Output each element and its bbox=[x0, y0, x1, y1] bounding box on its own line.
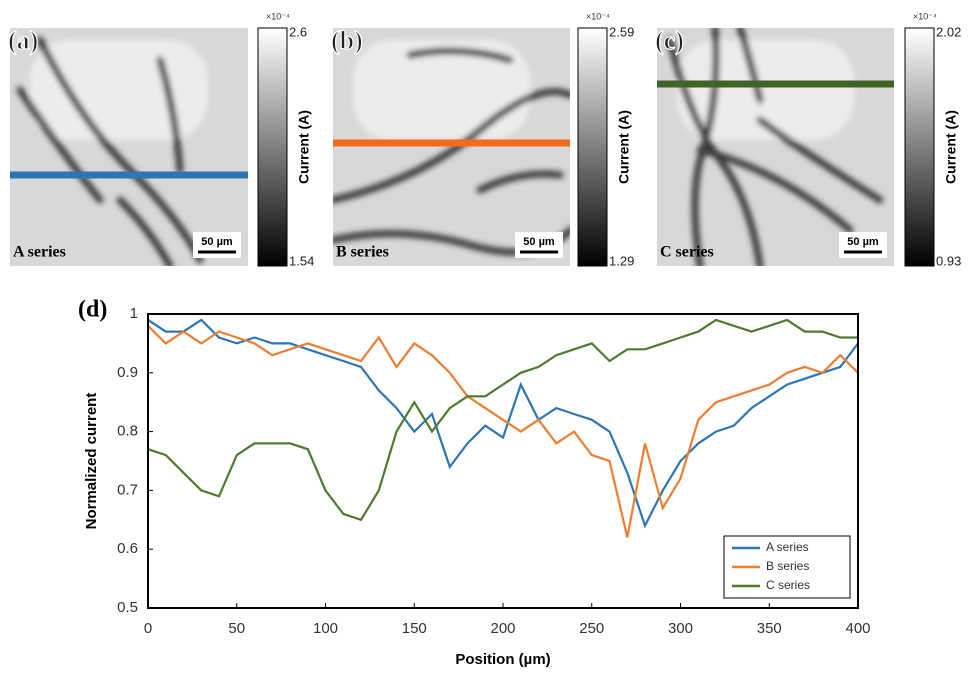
x-tick-label: 0 bbox=[144, 620, 152, 637]
legend-label: B series bbox=[766, 559, 809, 573]
legend-label: C series bbox=[766, 578, 810, 592]
image-vein bbox=[406, 47, 514, 64]
series-line bbox=[147, 325, 859, 538]
x-tick-label: 250 bbox=[579, 620, 604, 637]
scale-bar-box bbox=[193, 232, 241, 258]
x-axis-label: Position (µm) bbox=[455, 651, 550, 668]
colorbar-label: Current (A) bbox=[296, 110, 312, 184]
colorbar-label: Current (A) bbox=[943, 110, 959, 184]
image-vein bbox=[696, 146, 854, 234]
series-line bbox=[147, 318, 858, 522]
chart-panel-label: (d) bbox=[78, 297, 107, 323]
image-vein bbox=[36, 36, 204, 264]
series-line bbox=[147, 318, 859, 529]
image-vein bbox=[736, 28, 764, 104]
y-tick-label: 0.7 bbox=[117, 481, 138, 498]
image-highlight bbox=[677, 40, 854, 140]
x-tick-label: 300 bbox=[668, 620, 693, 637]
panel-label: (a) bbox=[8, 26, 38, 55]
image-vein bbox=[16, 86, 104, 204]
image-vein bbox=[756, 116, 884, 204]
y-tick-label: 0.6 bbox=[117, 540, 138, 557]
scale-bar-text: 50 µm bbox=[847, 236, 879, 248]
legend-label: A series bbox=[766, 540, 809, 554]
y-axis-label: Normalized current bbox=[83, 393, 100, 530]
colorbar bbox=[577, 27, 608, 267]
y-tick-label: 1 bbox=[130, 305, 138, 322]
x-tick-label: 150 bbox=[402, 620, 427, 637]
colorbar-min: 1.54 bbox=[289, 253, 314, 268]
y-tick-label: 0.5 bbox=[117, 599, 138, 616]
colorbar bbox=[904, 27, 935, 267]
image-vein bbox=[156, 56, 184, 174]
colorbar-min: 1.29 bbox=[609, 253, 634, 268]
scale-bar-text: 50 µm bbox=[201, 236, 233, 248]
scale-bar-box bbox=[515, 232, 563, 258]
x-tick-label: 400 bbox=[845, 620, 870, 637]
series-label: A series bbox=[13, 244, 66, 261]
plot-frame bbox=[147, 313, 859, 609]
series-label: B series bbox=[336, 244, 389, 261]
image-highlight bbox=[353, 40, 530, 140]
x-tick-label: 100 bbox=[313, 620, 338, 637]
colorbar-exponent: ×10⁻⁴ bbox=[266, 11, 290, 21]
colorbar-label: Current (A) bbox=[616, 110, 632, 184]
x-tick-label: 200 bbox=[490, 620, 515, 637]
image-vein bbox=[333, 88, 570, 204]
image-features bbox=[16, 36, 208, 266]
colorbar-max: 2.6 bbox=[289, 24, 307, 39]
colorbar-exponent: ×10⁻⁴ bbox=[586, 11, 610, 21]
y-tick-label: 0.9 bbox=[117, 364, 138, 381]
x-tick-label: 50 bbox=[228, 620, 245, 637]
scale-bar-text: 50 µm bbox=[523, 236, 555, 248]
panel-label: (c) bbox=[655, 26, 684, 55]
colorbar-min: 0.93 bbox=[936, 253, 961, 268]
image-vein bbox=[116, 196, 174, 266]
panel-label: (b) bbox=[331, 26, 363, 55]
colorbar-exponent: ×10⁻⁴ bbox=[913, 11, 937, 21]
image-vein bbox=[691, 28, 720, 266]
colorbar-max: 2.59 bbox=[609, 24, 634, 39]
colorbar-max: 2.02 bbox=[936, 24, 961, 39]
image-vein bbox=[476, 170, 564, 194]
image-highlight bbox=[30, 40, 208, 140]
colorbar bbox=[257, 27, 288, 267]
scale-bar-box bbox=[839, 232, 887, 258]
x-tick-label: 350 bbox=[757, 620, 782, 637]
series-label: C series bbox=[660, 244, 714, 261]
y-tick-label: 0.8 bbox=[117, 423, 138, 440]
